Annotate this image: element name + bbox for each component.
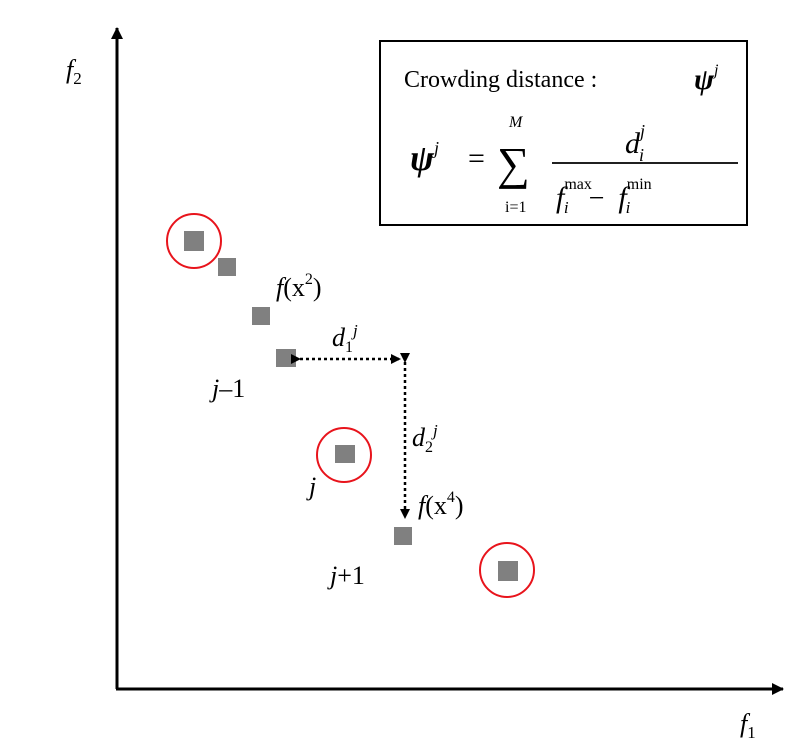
label-d2: d2j: [412, 421, 438, 456]
sigma-symbol: ∑: [497, 138, 530, 189]
j-circle: [316, 427, 372, 483]
formula-numerator: dj i: [625, 121, 645, 165]
label-j-minus-1: j–1: [209, 374, 245, 403]
label-d1: d1j: [332, 321, 358, 356]
formula-equals: =: [468, 142, 485, 175]
point: [498, 561, 518, 581]
label-f-x2: f(x2): [276, 271, 322, 302]
point-j-minus-1: [276, 349, 296, 367]
point-x2: [252, 307, 270, 325]
x-axis-label: f1: [740, 709, 756, 742]
point: [184, 231, 204, 251]
sum-upper-limit: M: [508, 114, 524, 131]
label-j-plus-1: j+1: [327, 561, 365, 590]
formula-title-symbol: ψj: [694, 62, 719, 96]
point: [218, 258, 236, 276]
point-j: [335, 445, 355, 463]
extreme-circle-top: [166, 213, 222, 269]
formula-box: [379, 40, 748, 226]
formula-title: Crowding distance :: [404, 67, 597, 93]
sum-lower-limit: i=1: [505, 199, 526, 216]
point-x4: [394, 527, 412, 545]
formula-lhs: ψj: [410, 138, 439, 178]
label-j: j: [306, 472, 316, 501]
extreme-circle-bottom: [479, 542, 535, 598]
label-f-x4: f(x4): [418, 489, 464, 520]
formula-denominator: fmax i − fmin i: [556, 176, 652, 217]
y-axis-label: f2: [66, 55, 82, 88]
